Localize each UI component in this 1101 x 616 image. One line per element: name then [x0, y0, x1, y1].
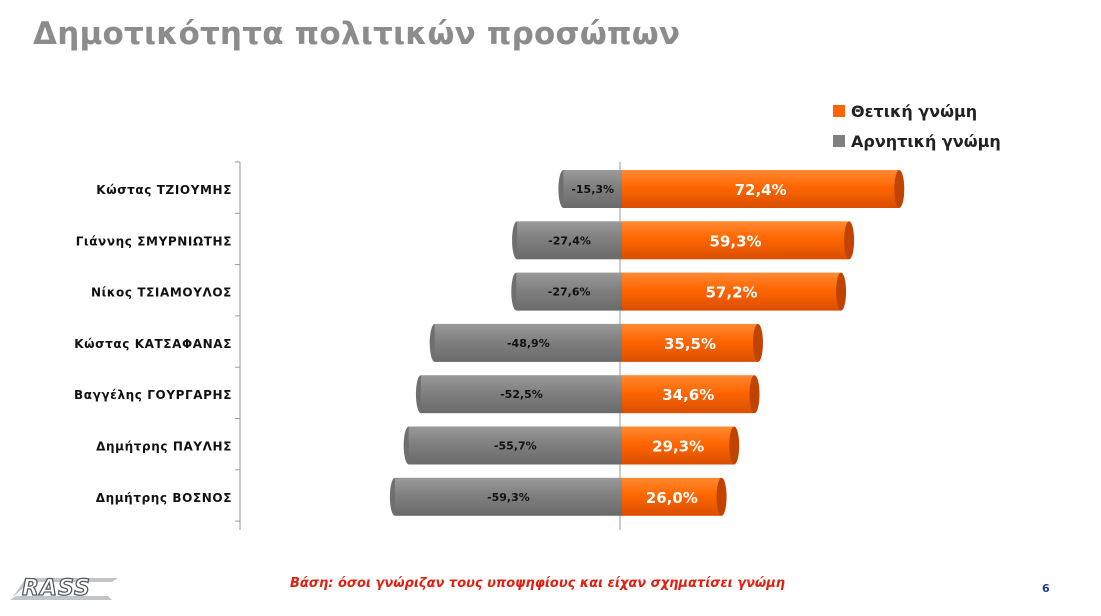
- chart-legend: Θετική γνώμη Αρνητική γνώμη: [833, 96, 1001, 156]
- data-label-positive: 34,6%: [662, 386, 714, 404]
- bar-positive-cap: [894, 170, 905, 208]
- category-label: Κώστας ΚΑΤΣΑΦΑΝΑΣ: [74, 337, 232, 351]
- data-label-negative: -55,7%: [494, 440, 537, 453]
- data-label-negative: -15,3%: [571, 183, 614, 196]
- bar-positive: [622, 477, 722, 516]
- page-number: 6: [1042, 582, 1050, 595]
- bar-positive-cap: [716, 477, 727, 516]
- legend-swatch-positive: [833, 105, 845, 117]
- page-title: Δημοτικότητα πολιτικών προσώπων: [33, 16, 681, 52]
- footnote: Βάση: όσοι γνώριζαν τους υποψηφίους και …: [290, 576, 786, 591]
- data-label-negative: -59,3%: [487, 491, 530, 504]
- bar-positive-cap: [836, 272, 847, 311]
- data-label-positive: 72,4%: [735, 181, 787, 199]
- category-label: Βαγγέλης ΓΟΥΡΓΑΡΗΣ: [74, 388, 232, 402]
- bar-positive: [622, 375, 755, 414]
- bar-positive-cap: [844, 221, 855, 260]
- bar-negative: [394, 477, 622, 516]
- bar-negative: [517, 221, 622, 260]
- legend-item-negative: Αρνητική γνώμη: [833, 126, 1001, 156]
- legend-label-negative: Αρνητική γνώμη: [851, 131, 1001, 151]
- bar-positive-cap: [749, 375, 760, 414]
- bar-positive: [622, 323, 758, 362]
- legend-swatch-negative: [833, 135, 845, 147]
- bar-positive: [622, 272, 842, 311]
- data-label-positive: 35,5%: [664, 335, 716, 353]
- rass-logo: RASS: [8, 570, 128, 608]
- bar-negative: [408, 426, 622, 465]
- data-label-negative: -27,4%: [548, 234, 591, 247]
- data-label-positive: 57,2%: [706, 284, 758, 302]
- bar-positive: [622, 170, 900, 208]
- data-label-negative: -52,5%: [500, 388, 543, 401]
- bar-negative: [516, 272, 622, 311]
- bar-positive: [622, 221, 850, 260]
- category-label: Δημήτρης ΠΑΥΛΗΣ: [96, 440, 232, 454]
- bar-positive-cap: [729, 426, 740, 465]
- legend-item-positive: Θετική γνώμη: [833, 96, 1001, 126]
- legend-label-positive: Θετική γνώμη: [851, 101, 978, 121]
- bar-negative: [434, 323, 622, 362]
- data-label-positive: 26,0%: [646, 489, 698, 507]
- bar-positive: [622, 426, 735, 465]
- bar-negative: [563, 170, 622, 208]
- category-label: Κώστας ΤΖΙΟΥΜΗΣ: [96, 183, 232, 197]
- category-label: Δημήτρης ΒΟΣΝΟΣ: [96, 491, 232, 505]
- bar-positive-cap: [752, 323, 763, 362]
- data-label-positive: 29,3%: [652, 438, 704, 456]
- data-label-negative: -27,6%: [548, 286, 591, 299]
- data-label-positive: 59,3%: [710, 232, 762, 250]
- logo-text: RASS: [22, 576, 91, 601]
- category-label: Νίκος ΤΣΙΑΜΟΥΛΟΣ: [91, 286, 232, 300]
- data-label-negative: -48,9%: [507, 337, 550, 350]
- bar-negative: [420, 375, 622, 414]
- category-label: Γιάννης ΣΜΥΡΝΙΩΤΗΣ: [76, 234, 232, 248]
